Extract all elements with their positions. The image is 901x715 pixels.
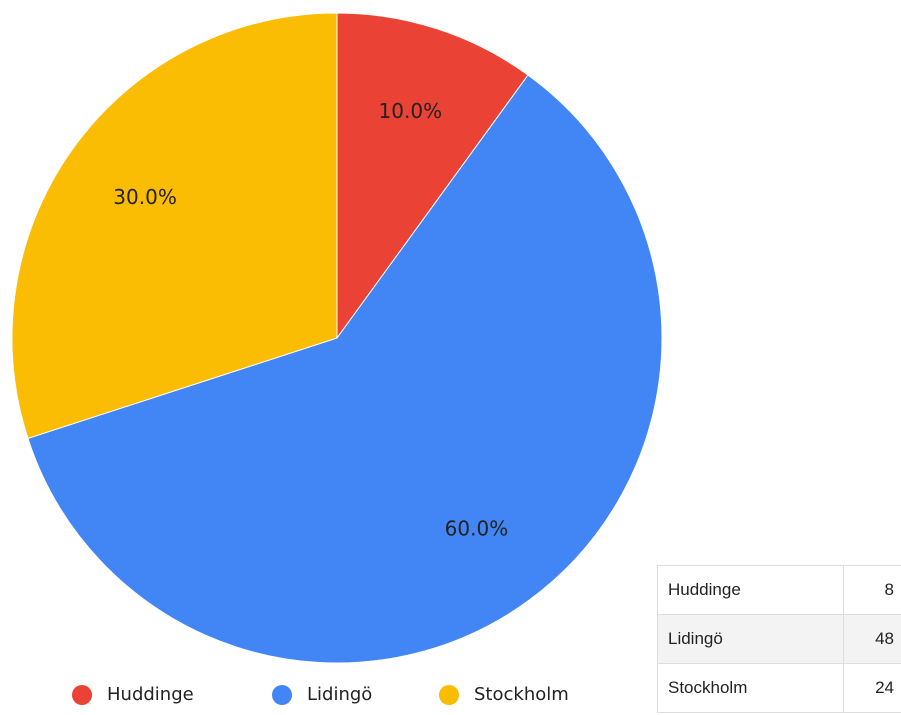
legend-text: Stockholm — [474, 684, 569, 705]
legend-swatch — [272, 685, 292, 705]
legend-text: Lidingö — [307, 684, 372, 705]
table-value: 48 — [843, 614, 901, 664]
pie-slice — [11, 12, 338, 440]
slice-label: 30.0% — [113, 185, 177, 209]
table-row: Stockholm 24 — [657, 663, 901, 713]
slice-label: 60.0% — [445, 516, 509, 540]
legend-swatch — [72, 685, 92, 705]
table-label: Huddinge — [657, 565, 844, 615]
pie-slice — [27, 74, 663, 664]
table-label: Lidingö — [657, 614, 844, 664]
table-value: 8 — [843, 565, 901, 615]
legend-swatch — [439, 685, 459, 705]
table-value: 24 — [843, 663, 901, 713]
table-row: Huddinge 8 — [657, 565, 901, 615]
pie-slice — [336, 12, 529, 340]
table-row: Lidingö 48 — [657, 614, 901, 664]
legend-text: Huddinge — [107, 684, 194, 705]
slice-label: 10.0% — [379, 99, 443, 123]
data-table: Huddinge 8 Lidingö 48 Stockholm 24 — [657, 565, 901, 713]
table-label: Stockholm — [657, 663, 844, 713]
